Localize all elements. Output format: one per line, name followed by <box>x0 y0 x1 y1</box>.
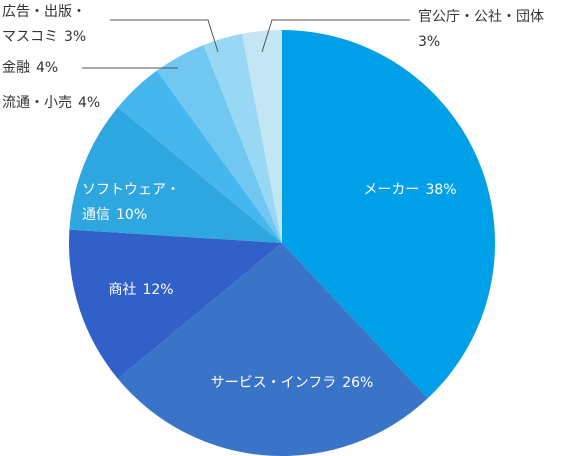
slice-label: ソフトウェア・ <box>82 182 180 198</box>
value-label: 3% <box>64 29 86 45</box>
pie-slice <box>156 44 282 243</box>
slice-label: マスコミ 3% <box>2 29 86 45</box>
leader-line <box>110 19 219 53</box>
slice-label: 官公庁・公社・団体 <box>418 9 544 25</box>
value-label: 38% <box>425 182 456 198</box>
pie-slice <box>282 30 496 399</box>
slice-label: メーカー 38% <box>363 182 456 198</box>
value-label: 3% <box>418 34 440 50</box>
slice-label: サービス・インフラ 26% <box>211 375 374 391</box>
value-label: 10% <box>116 207 147 223</box>
slice-label: 3% <box>418 34 440 50</box>
slice-label: 流通・小売 4% <box>2 95 100 111</box>
value-label: 12% <box>142 282 173 298</box>
category-label: 広告・出版・ <box>2 4 86 20</box>
category-label: 官公庁・公社・団体 <box>418 9 544 25</box>
category-label: メーカー <box>363 182 419 198</box>
value-label: 4% <box>78 95 100 111</box>
pie-slice <box>203 33 282 244</box>
slice-label: 通信 10% <box>82 207 147 223</box>
value-label: 26% <box>342 375 373 391</box>
value-label: 4% <box>36 60 58 76</box>
pie-slice <box>117 70 282 243</box>
slice-label: 金融 4% <box>2 60 58 76</box>
category-label: 流通・小売 <box>2 95 72 111</box>
slice-label: 商社 12% <box>108 282 173 298</box>
pie-slice <box>117 243 428 456</box>
category-label: 商社 <box>108 282 136 298</box>
category-label: サービス・インフラ <box>211 375 337 391</box>
category-label: ソフトウェア・ <box>82 182 180 198</box>
pie-slice <box>69 229 282 379</box>
leader-line <box>261 19 410 53</box>
category-label: マスコミ <box>2 29 58 45</box>
pie-slice <box>69 107 282 243</box>
category-label: 金融 <box>2 60 30 76</box>
category-label: 通信 <box>82 207 110 223</box>
slice-label: 広告・出版・ <box>2 4 86 20</box>
pie-slice <box>242 30 282 243</box>
